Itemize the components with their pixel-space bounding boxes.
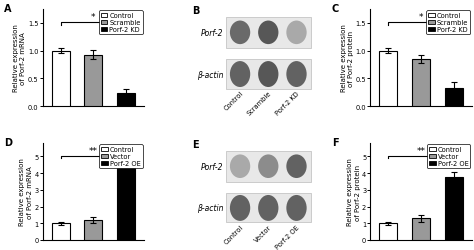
- Y-axis label: Relative expression
of Porf-2 mRNA: Relative expression of Porf-2 mRNA: [13, 24, 27, 92]
- Text: F: F: [332, 138, 338, 147]
- Text: **: **: [417, 146, 426, 156]
- Text: *: *: [419, 13, 423, 22]
- Text: E: E: [192, 140, 199, 149]
- Text: β-actin: β-actin: [197, 70, 224, 79]
- Bar: [84, 55, 102, 107]
- Text: **: **: [89, 146, 98, 156]
- Ellipse shape: [286, 62, 307, 88]
- Bar: [445, 178, 463, 240]
- Text: *: *: [91, 13, 96, 22]
- Y-axis label: Relative expression
of Porf-2 mRNA: Relative expression of Porf-2 mRNA: [19, 158, 33, 226]
- Bar: [379, 52, 397, 107]
- Bar: [412, 60, 430, 107]
- Text: Porf-2 OE: Porf-2 OE: [275, 224, 301, 250]
- Y-axis label: Relative expression
of Porf-2 protein: Relative expression of Porf-2 protein: [341, 24, 354, 92]
- FancyBboxPatch shape: [226, 194, 310, 222]
- Legend: Control, Vector, Porf-2 OE: Control, Vector, Porf-2 OE: [99, 145, 143, 169]
- Text: Porf-2: Porf-2: [201, 29, 224, 38]
- Ellipse shape: [230, 155, 250, 178]
- Text: Vector: Vector: [253, 224, 273, 243]
- Text: Control: Control: [223, 90, 244, 112]
- Text: β-actin: β-actin: [197, 204, 224, 212]
- Ellipse shape: [258, 155, 278, 178]
- Text: Control: Control: [223, 224, 244, 245]
- FancyBboxPatch shape: [226, 151, 310, 182]
- Legend: Control, Scramble, Porf-2 KD: Control, Scramble, Porf-2 KD: [99, 12, 143, 35]
- Ellipse shape: [258, 62, 278, 88]
- Bar: [379, 223, 397, 240]
- Legend: Control, Vector, Porf-2 OE: Control, Vector, Porf-2 OE: [427, 145, 470, 169]
- Text: Scramble: Scramble: [246, 90, 273, 117]
- Bar: [52, 223, 70, 240]
- Text: A: A: [4, 4, 12, 14]
- Ellipse shape: [230, 195, 250, 221]
- Text: D: D: [4, 138, 12, 147]
- Bar: [445, 88, 463, 107]
- Y-axis label: Relative expression
of Porf-2 protein: Relative expression of Porf-2 protein: [347, 158, 361, 226]
- Bar: [117, 94, 135, 107]
- Ellipse shape: [258, 195, 278, 221]
- Text: Porf-2 KD: Porf-2 KD: [275, 90, 301, 116]
- Ellipse shape: [286, 155, 307, 178]
- Ellipse shape: [230, 22, 250, 45]
- Text: C: C: [332, 4, 339, 14]
- Ellipse shape: [230, 62, 250, 88]
- Ellipse shape: [286, 22, 307, 45]
- Bar: [117, 168, 135, 240]
- FancyBboxPatch shape: [226, 18, 310, 49]
- Ellipse shape: [258, 22, 278, 45]
- Bar: [52, 52, 70, 107]
- Text: B: B: [192, 6, 200, 16]
- Bar: [412, 218, 430, 240]
- Legend: Control, Scramble, Porf-2 KD: Control, Scramble, Porf-2 KD: [426, 12, 470, 35]
- Text: Porf-2: Porf-2: [201, 162, 224, 171]
- Ellipse shape: [286, 195, 307, 221]
- Bar: [84, 220, 102, 240]
- FancyBboxPatch shape: [226, 60, 310, 89]
